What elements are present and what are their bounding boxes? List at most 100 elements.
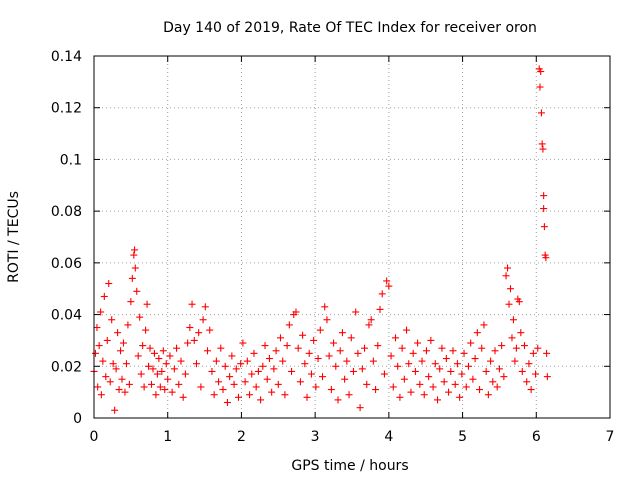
data-point: [336, 347, 344, 355]
data-point: [197, 383, 205, 391]
data-point: [276, 334, 284, 342]
data-point: [517, 329, 525, 337]
data-point: [296, 378, 304, 386]
y-tick-label: 0.12: [51, 101, 82, 117]
data-point: [332, 362, 340, 370]
data-point: [223, 398, 231, 406]
data-point: [137, 370, 145, 378]
data-point: [121, 388, 129, 396]
data-point: [215, 378, 223, 386]
data-point: [469, 375, 477, 383]
data-point: [338, 329, 346, 337]
data-point: [206, 326, 214, 334]
data-point: [170, 365, 178, 373]
data-point: [179, 393, 187, 401]
data-point: [288, 367, 296, 375]
data-point: [367, 316, 375, 324]
data-point: [327, 386, 335, 394]
data-point: [152, 391, 160, 399]
data-point: [294, 344, 302, 352]
x-tick-label: 1: [163, 429, 172, 445]
data-point: [341, 375, 349, 383]
data-point: [166, 352, 174, 360]
data-point: [330, 339, 338, 347]
data-point: [482, 367, 490, 375]
data-point: [447, 367, 455, 375]
data-point: [181, 370, 189, 378]
data-point: [248, 370, 256, 378]
data-point: [396, 393, 404, 401]
data-point: [369, 357, 377, 365]
data-point: [420, 391, 428, 399]
data-point: [270, 365, 278, 373]
data-point: [199, 316, 207, 324]
data-point: [97, 308, 105, 316]
data-point: [334, 396, 342, 404]
data-point: [422, 347, 430, 355]
data-point: [226, 373, 234, 381]
data-point: [525, 360, 533, 368]
data-point: [162, 360, 170, 368]
data-point: [529, 349, 537, 357]
data-point: [484, 391, 492, 399]
data-point: [103, 336, 111, 344]
y-tick-label: 0.14: [51, 49, 82, 65]
data-point: [403, 326, 411, 334]
data-point: [143, 300, 151, 308]
data-point: [436, 365, 444, 373]
data-point: [323, 316, 331, 324]
data-point: [303, 393, 311, 401]
data-point: [345, 391, 353, 399]
data-point: [130, 251, 138, 259]
data-point: [106, 378, 114, 386]
data-point: [97, 391, 105, 399]
x-tick-label: 6: [532, 429, 541, 445]
data-point: [383, 277, 391, 285]
data-point: [489, 378, 497, 386]
data-point: [95, 342, 103, 350]
data-point: [352, 308, 360, 316]
x-tick-label: 3: [311, 429, 320, 445]
data-point: [184, 339, 192, 347]
data-point: [161, 386, 169, 394]
data-points: [90, 65, 551, 414]
data-point: [228, 352, 236, 360]
data-point: [111, 406, 119, 414]
data-point: [316, 326, 324, 334]
data-point: [159, 347, 167, 355]
data-point: [540, 192, 548, 200]
data-point: [217, 344, 225, 352]
data-point: [354, 349, 362, 357]
data-point: [272, 347, 280, 355]
data-point: [239, 339, 247, 347]
data-point: [347, 334, 355, 342]
data-point: [93, 324, 101, 331]
data-point: [201, 303, 209, 311]
data-point: [230, 380, 238, 388]
x-tick-label: 0: [90, 429, 99, 445]
data-point: [208, 367, 216, 375]
data-point: [418, 357, 426, 365]
data-point: [268, 388, 276, 396]
data-point: [487, 357, 495, 365]
data-point: [140, 383, 148, 391]
data-point: [542, 254, 550, 262]
data-point: [537, 109, 545, 117]
data-point: [500, 373, 508, 381]
data-point: [192, 360, 200, 368]
data-point: [91, 349, 99, 357]
data-point: [343, 357, 351, 365]
data-point: [321, 303, 329, 311]
data-point: [133, 287, 141, 295]
data-point: [94, 383, 102, 391]
data-point: [237, 360, 245, 368]
data-point: [263, 375, 271, 383]
data-point: [131, 246, 139, 254]
data-point: [134, 352, 142, 360]
data-point: [243, 357, 251, 365]
data-point: [471, 355, 479, 363]
data-point: [438, 344, 446, 352]
data-point: [127, 298, 135, 306]
data-point: [221, 362, 229, 370]
data-point: [175, 380, 183, 388]
